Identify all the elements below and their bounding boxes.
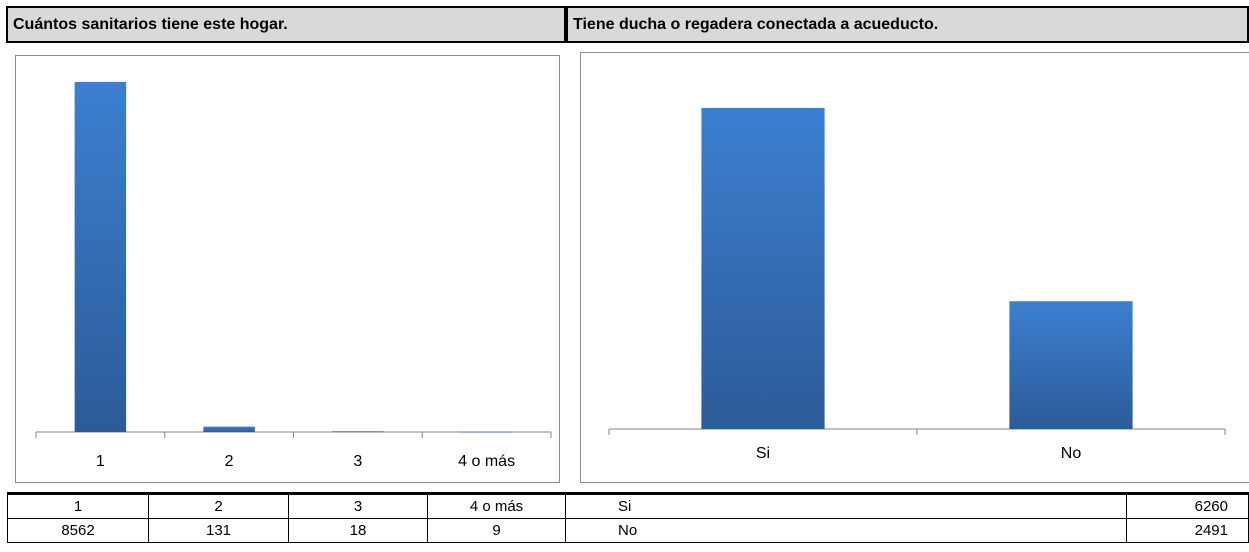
table-cell: 2 <box>148 494 289 519</box>
table-cell: 18 <box>288 518 428 543</box>
x-tick-label: 3 <box>353 453 362 470</box>
table-cell-label: No <box>564 518 1128 543</box>
bar-4-o-m-s <box>460 431 513 433</box>
table-row: Si 6260 <box>564 494 1249 519</box>
table-cell: 9 <box>427 518 566 543</box>
x-tick-label: 1 <box>96 453 105 470</box>
table-cell: 4 o más <box>427 494 566 519</box>
bar-si <box>701 107 825 430</box>
x-tick-label: No <box>1061 445 1082 462</box>
table-top-divider <box>7 492 1249 494</box>
chart-ducha-svg: Si No <box>608 107 1226 462</box>
chart-sanitarios-svg: 1 2 3 4 o más <box>35 81 552 470</box>
x-tick-label: 4 o más <box>458 453 515 470</box>
table-cell-value: 2491 <box>1126 518 1249 543</box>
x-tick-label: 2 <box>225 453 234 470</box>
table-row: 1 2 3 4 o más <box>7 494 566 519</box>
table-cell-value: 6260 <box>1126 494 1249 519</box>
table-cell: 8562 <box>7 518 149 543</box>
table-cell: 3 <box>288 494 428 519</box>
chart-ducha: Si No <box>580 52 1249 483</box>
table-row: 8562 131 18 9 <box>7 518 566 543</box>
table-cell: 131 <box>148 518 289 543</box>
table-sanitarios: 1 2 3 4 o más 8562 131 18 9 <box>7 494 566 543</box>
x-tick-label: Si <box>756 445 770 462</box>
table-cell: 1 <box>7 494 149 519</box>
bar-2 <box>203 426 255 432</box>
header-sanitarios: Cuántos sanitarios tiene este hogar. <box>6 6 566 43</box>
table-ducha: Si 6260 No 2491 <box>564 494 1249 543</box>
table-row: No 2491 <box>564 518 1249 543</box>
table-cell-label: Si <box>564 494 1128 519</box>
header-ducha: Tiene ducha o regadera conectada a acued… <box>566 6 1249 43</box>
bar-no <box>1009 301 1133 429</box>
bar-3 <box>332 431 384 433</box>
bar-1 <box>74 81 127 432</box>
chart-sanitarios: 1 2 3 4 o más <box>15 55 560 483</box>
